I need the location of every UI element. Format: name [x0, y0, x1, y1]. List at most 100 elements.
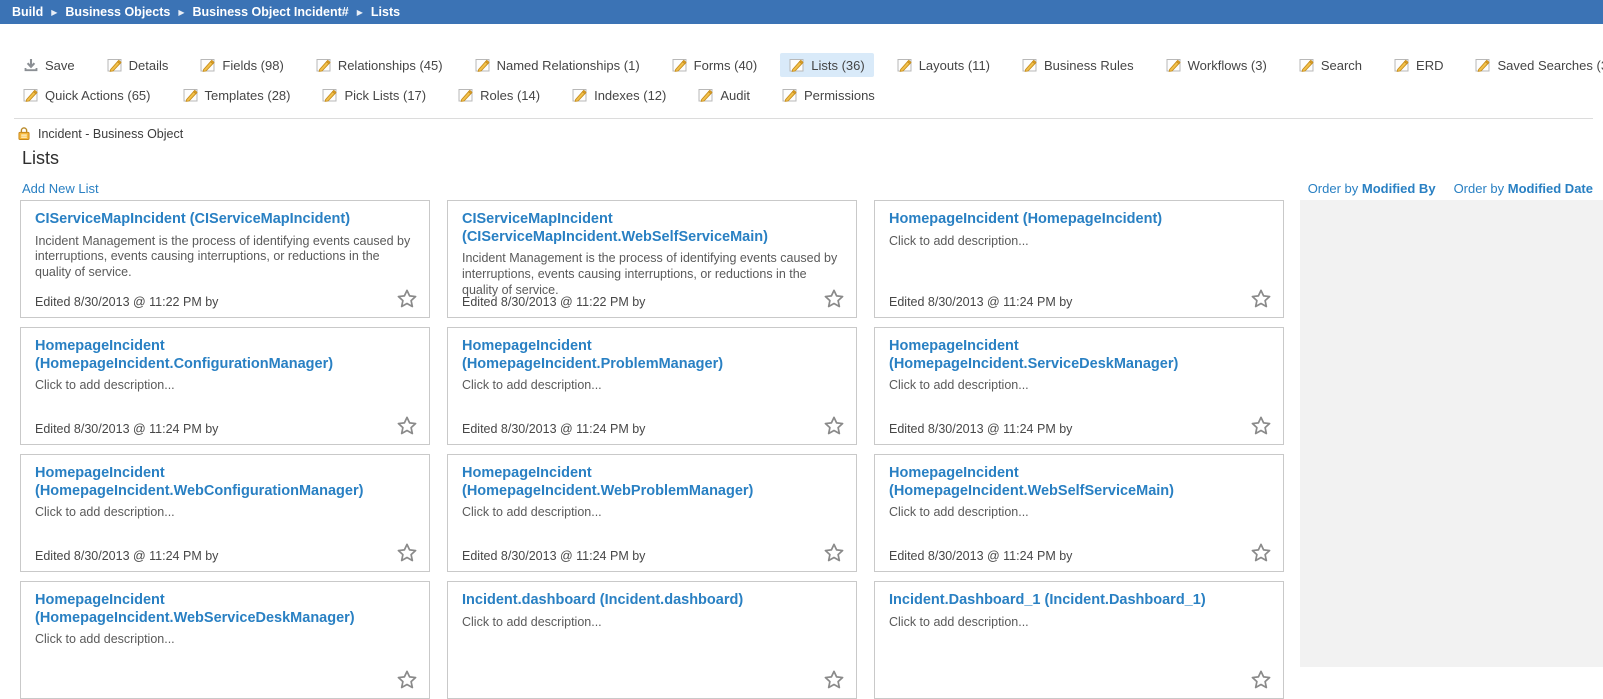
toolbar-item-label: Business Rules [1044, 57, 1134, 73]
star-icon[interactable] [822, 414, 846, 438]
toolbar-item-lists[interactable]: Lists (36) [780, 53, 874, 77]
list-card-title[interactable]: HomepageIncident (HomepageIncident.WebPr… [462, 465, 754, 499]
star-icon[interactable] [1249, 541, 1273, 565]
pencil-icon [322, 87, 338, 103]
breadcrumb-item-business-objects[interactable]: Business Objects [65, 5, 171, 19]
toolbar-item-label: Relationships (45) [337, 57, 443, 73]
list-card-description[interactable]: Click to add description... [35, 378, 175, 393]
pencil-icon [1394, 57, 1410, 73]
pencil-icon [200, 57, 216, 73]
toolbar-item-permissions[interactable]: Permissions [773, 83, 884, 107]
breadcrumb-item-lists[interactable]: Lists [370, 5, 401, 19]
toolbar-item-business-rules[interactable]: Business Rules [1013, 53, 1143, 77]
star-icon[interactable] [822, 541, 846, 565]
list-card-title[interactable]: Incident.Dashboard_1 (Incident.Dashboard… [889, 592, 1206, 608]
star-icon[interactable] [395, 541, 419, 565]
toolbar-item-erd[interactable]: ERD [1385, 53, 1452, 77]
list-card-description[interactable]: Click to add description... [889, 614, 1029, 629]
toolbar-item-layouts[interactable]: Layouts (11) [888, 53, 999, 77]
pencil-icon [782, 87, 798, 103]
list-card-title[interactable]: HomepageIncident (HomepageIncident) [889, 211, 1163, 227]
toolbar-item-audit[interactable]: Audit [689, 83, 759, 107]
toolbar-item-forms[interactable]: Forms (40) [663, 53, 767, 77]
breadcrumb-arrow-icon: ▶ [356, 7, 363, 17]
order-by-modified-by-link[interactable]: Order by Modified By [1308, 181, 1436, 196]
toolbar-item-roles[interactable]: Roles (14) [449, 83, 549, 107]
list-card[interactable]: Incident.dashboard (Incident.dashboard) … [447, 581, 857, 699]
list-card-title[interactable]: CIServiceMapIncident (CIServiceMapIncide… [462, 211, 768, 245]
star-icon[interactable] [395, 668, 419, 692]
list-card[interactable]: HomepageIncident (HomepageIncident.WebCo… [20, 454, 430, 572]
list-card[interactable]: HomepageIncident (HomepageIncident.WebSe… [874, 454, 1284, 572]
list-card-description[interactable]: Click to add description... [889, 505, 1029, 520]
list-card-title[interactable]: HomepageIncident (HomepageIncident.Probl… [462, 338, 724, 372]
breadcrumb-item-business-object-incident[interactable]: Business Object Incident# [192, 5, 349, 19]
list-card-edited: Edited 8/30/2013 @ 11:24 PM by [35, 549, 219, 563]
order-by-modified-date-link[interactable]: Order by Modified Date [1454, 181, 1593, 196]
toolbar-item-quick-actions[interactable]: Quick Actions (65) [14, 83, 160, 107]
list-card-edited: Edited 8/30/2013 @ 11:24 PM by [462, 422, 646, 436]
toolbar-item-label: Permissions [804, 87, 875, 103]
order-by-prefix: Order by [1453, 181, 1505, 196]
list-card[interactable]: HomepageIncident (HomepageIncident) Clic… [874, 200, 1284, 318]
star-icon[interactable] [822, 287, 846, 311]
list-card[interactable]: HomepageIncident (HomepageIncident.WebPr… [447, 454, 857, 572]
list-card-title[interactable]: Incident.dashboard (Incident.dashboard) [462, 592, 744, 608]
list-card-title[interactable]: CIServiceMapIncident (CIServiceMapIncide… [35, 211, 351, 227]
list-card-description[interactable]: Click to add description... [35, 505, 175, 520]
pencil-icon [698, 87, 714, 103]
toolbar-row-1: Save Details Fields (98) Relationships (… [14, 50, 1603, 80]
toolbar-item-label: Indexes (12) [594, 87, 667, 103]
list-card-title[interactable]: HomepageIncident (HomepageIncident.Confi… [35, 338, 334, 372]
list-card-title[interactable]: HomepageIncident (HomepageIncident.WebSe… [889, 465, 1174, 499]
toolbar-item-details[interactable]: Details [98, 53, 178, 77]
star-icon[interactable] [395, 414, 419, 438]
toolbar-item-indexes[interactable]: Indexes (12) [563, 83, 675, 107]
star-icon[interactable] [1249, 414, 1273, 438]
add-new-list-link[interactable]: Add New List [22, 181, 99, 196]
toolbar-item-fields[interactable]: Fields (98) [191, 53, 292, 77]
toolbar-item-label: ERD [1416, 57, 1444, 73]
list-card-description[interactable]: Click to add description... [889, 378, 1029, 393]
toolbar-divider [14, 118, 1593, 119]
toolbar-item-saved-searches[interactable]: Saved Searches (39) [1466, 53, 1603, 77]
list-card-description[interactable]: Incident Management is the process of id… [35, 233, 411, 279]
list-card-description[interactable]: Click to add description... [462, 378, 602, 393]
toolbar-item-templates[interactable]: Templates (28) [174, 83, 300, 107]
page-title: Lists [22, 148, 60, 168]
list-card-title[interactable]: HomepageIncident (HomepageIncident.WebCo… [35, 465, 364, 499]
list-card-title[interactable]: HomepageIncident (HomepageIncident.WebSe… [35, 592, 355, 626]
list-card-description[interactable]: Incident Management is the process of id… [462, 251, 838, 297]
toolbar-item-label: Templates (28) [204, 87, 291, 103]
list-card-edited: Edited 8/30/2013 @ 11:24 PM by [889, 295, 1073, 309]
list-card-description[interactable]: Click to add description... [462, 505, 602, 520]
breadcrumb-item-build[interactable]: Build [12, 5, 44, 19]
order-links: Order by Modified By Order by Modified D… [1308, 181, 1593, 196]
toolbar-item-relationships[interactable]: Relationships (45) [307, 53, 452, 77]
list-card-edited: Edited 8/30/2013 @ 11:24 PM by [35, 422, 219, 436]
toolbar-item-search[interactable]: Search [1290, 53, 1371, 77]
toolbar-item-label: Saved Searches (39) [1497, 57, 1603, 73]
list-card-description[interactable]: Click to add description... [462, 614, 602, 629]
star-icon[interactable] [395, 287, 419, 311]
list-card[interactable]: HomepageIncident (HomepageIncident.Confi… [20, 327, 430, 445]
list-card[interactable]: CIServiceMapIncident (CIServiceMapIncide… [447, 200, 857, 318]
toolbar-item-workflows[interactable]: Workflows (3) [1157, 53, 1276, 77]
star-icon[interactable] [1249, 287, 1273, 311]
toolbar-item-pick-lists[interactable]: Pick Lists (17) [313, 83, 435, 107]
save-button[interactable]: Save [14, 53, 84, 77]
list-card-title[interactable]: HomepageIncident (HomepageIncident.Servi… [889, 338, 1179, 372]
toolbar-item-named-relationships[interactable]: Named Relationships (1) [466, 53, 649, 77]
star-icon[interactable] [1249, 668, 1273, 692]
list-card[interactable]: Incident.Dashboard_1 (Incident.Dashboard… [874, 581, 1284, 699]
pencil-icon [897, 57, 913, 73]
list-card[interactable]: HomepageIncident (HomepageIncident.Probl… [447, 327, 857, 445]
list-card[interactable]: HomepageIncident (HomepageIncident.WebSe… [20, 581, 430, 699]
list-card[interactable]: HomepageIncident (HomepageIncident.Servi… [874, 327, 1284, 445]
star-icon[interactable] [822, 668, 846, 692]
pencil-icon [1166, 57, 1182, 73]
list-card[interactable]: CIServiceMapIncident (CIServiceMapIncide… [20, 200, 430, 318]
pencil-icon [475, 57, 491, 73]
list-card-description[interactable]: Click to add description... [35, 632, 175, 647]
list-card-description[interactable]: Click to add description... [889, 233, 1029, 248]
